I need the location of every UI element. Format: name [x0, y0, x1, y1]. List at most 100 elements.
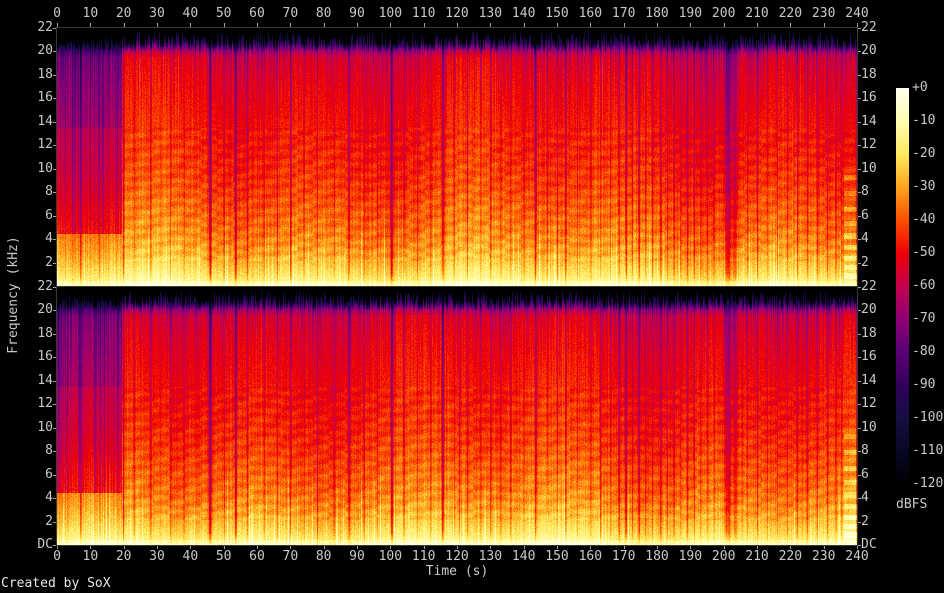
freq-tick-label: DC — [861, 537, 877, 552]
freq-tick-label: 8 — [861, 184, 869, 200]
time-tick-label: 240 — [845, 549, 869, 564]
time-tick-label: 120 — [445, 549, 469, 564]
freq-tick-label: 22 — [861, 20, 877, 35]
time-tick-label: 80 — [315, 6, 332, 21]
axis-tick — [490, 23, 492, 27]
freq-tick-label: 22 — [37, 20, 53, 35]
colorbar-tick-label: -20 — [912, 146, 936, 161]
time-tick-label: 60 — [249, 549, 265, 564]
freq-tick-label: 14 — [861, 113, 877, 129]
axis-tick — [157, 23, 158, 27]
axis-tick — [53, 404, 57, 406]
time-axis-label: Time (s) — [425, 564, 489, 579]
freq-tick-label: 12 — [37, 396, 53, 412]
axis-tick — [857, 545, 861, 546]
freq-tick-label: 2 — [45, 254, 53, 270]
axis-tick — [53, 333, 57, 335]
time-tick-label: 90 — [349, 6, 365, 21]
freq-tick-label: 20 — [861, 302, 877, 318]
axis-tick — [823, 545, 825, 549]
time-tick-label: 180 — [645, 549, 669, 564]
axis-tick — [857, 145, 861, 147]
axis-tick — [53, 427, 57, 429]
freq-tick-label: 10 — [37, 419, 53, 435]
axis-tick — [257, 23, 258, 27]
freq-tick-label: DC — [37, 537, 53, 552]
axis-tick — [623, 23, 625, 27]
time-tick-label: 110 — [411, 549, 436, 564]
freq-tick-label: 14 — [861, 372, 877, 388]
time-tick-label: 150 — [545, 6, 569, 21]
axis-tick — [790, 23, 792, 27]
axis-tick — [857, 427, 861, 429]
axis-tick — [53, 51, 57, 53]
axis-tick — [723, 23, 725, 27]
axis-tick — [790, 545, 792, 549]
time-tick-label: 0 — [53, 6, 61, 21]
freq-tick-label: 22 — [37, 279, 53, 294]
time-tick-label: 210 — [745, 549, 769, 564]
axis-tick — [857, 521, 861, 523]
time-tick-label: 190 — [678, 6, 703, 21]
axis-tick — [590, 545, 592, 549]
axis-tick — [290, 545, 292, 549]
axis-tick — [323, 23, 325, 27]
axis-tick — [757, 23, 758, 27]
freq-tick-label: 12 — [37, 137, 53, 153]
axis-tick — [53, 380, 57, 382]
axis-tick — [53, 545, 57, 546]
axis-tick — [690, 23, 692, 27]
freq-tick-label: 8 — [45, 443, 53, 459]
time-tick-label: 200 — [711, 549, 736, 564]
axis-tick — [53, 239, 57, 241]
axis-tick — [53, 521, 57, 523]
freq-tick-label: 14 — [37, 113, 53, 129]
freq-tick-label: 12 — [861, 137, 877, 153]
freq-tick-label: 18 — [861, 325, 877, 341]
axis-tick — [857, 168, 861, 170]
time-tick-label: 100 — [378, 549, 403, 564]
axis-tick — [257, 545, 258, 549]
axis-tick — [857, 451, 861, 453]
axis-tick — [857, 28, 861, 29]
freq-tick-label: 20 — [37, 43, 53, 59]
axis-tick — [857, 98, 861, 100]
dbfs-colorbar — [896, 88, 909, 484]
freq-tick-label: 20 — [861, 43, 877, 59]
time-tick-label: 160 — [578, 6, 603, 21]
axis-tick — [857, 51, 861, 53]
axis-tick — [123, 23, 125, 27]
axis-tick — [457, 545, 458, 549]
axis-tick — [557, 545, 558, 549]
freq-tick-label: 4 — [45, 490, 53, 506]
time-tick-label: 40 — [182, 549, 199, 564]
axis-tick — [90, 23, 92, 27]
time-tick-label: 20 — [115, 549, 132, 564]
time-tick-label: 240 — [845, 6, 869, 21]
freq-tick-label: 16 — [861, 349, 877, 365]
freq-tick-label: 16 — [37, 90, 53, 106]
axis-tick — [53, 192, 57, 194]
axis-tick — [53, 474, 57, 476]
freq-tick-label: 14 — [37, 372, 53, 388]
axis-tick — [857, 333, 861, 335]
colorbar-tick-label: -60 — [912, 278, 936, 293]
axis-tick — [57, 545, 58, 549]
axis-tick — [523, 23, 525, 27]
freq-tick-label: 4 — [45, 231, 53, 247]
time-tick-label: 50 — [215, 549, 232, 564]
axis-tick — [657, 545, 658, 549]
freq-tick-label: 10 — [861, 419, 877, 435]
freq-tick-label: 18 — [37, 325, 53, 341]
axis-tick — [90, 545, 92, 549]
time-tick-label: 160 — [578, 549, 603, 564]
time-tick-label: 170 — [611, 549, 636, 564]
axis-tick — [53, 121, 57, 123]
freq-tick-label: 8 — [45, 184, 53, 200]
time-tick-label: 180 — [645, 6, 669, 21]
time-tick-label: 50 — [215, 6, 232, 21]
frequency-axis-label: Frequency (kHz) — [6, 236, 21, 354]
colorbar-tick-label: -30 — [912, 179, 936, 194]
axis-tick — [690, 545, 692, 549]
axis-tick — [53, 74, 57, 76]
